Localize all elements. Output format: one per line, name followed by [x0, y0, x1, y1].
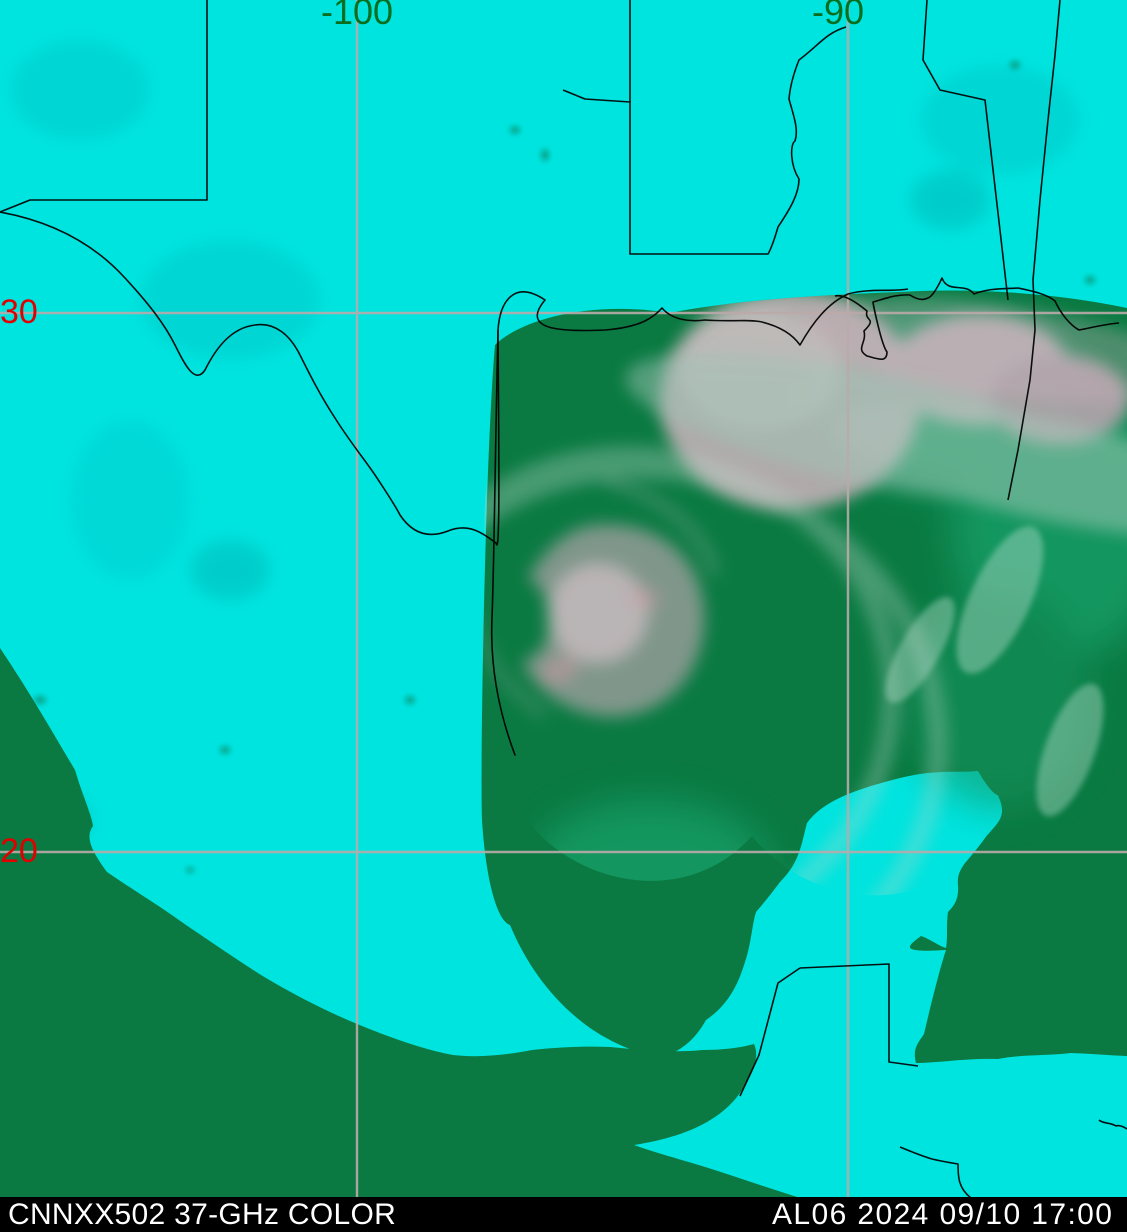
svg-text:-100: -100 — [321, 0, 393, 32]
svg-text:-90: -90 — [812, 0, 864, 32]
svg-text:30: 30 — [0, 293, 38, 331]
svg-text:20: 20 — [0, 832, 38, 870]
